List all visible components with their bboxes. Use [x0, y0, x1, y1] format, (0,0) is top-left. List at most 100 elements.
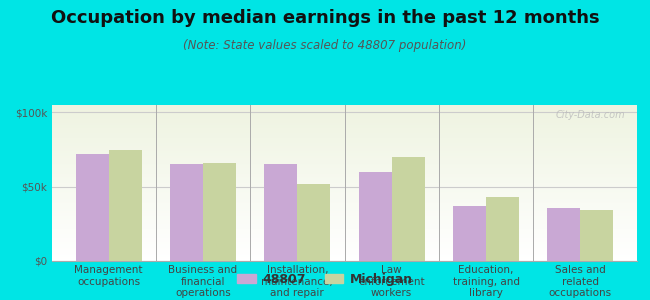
Bar — [52, 210, 637, 211]
Bar — [109, 150, 142, 261]
Bar — [52, 260, 637, 261]
Bar — [52, 208, 637, 209]
Bar — [52, 247, 637, 248]
Bar — [52, 222, 637, 223]
Bar — [52, 173, 637, 174]
Bar — [52, 112, 637, 113]
Bar — [52, 110, 637, 111]
Bar — [52, 144, 637, 145]
Bar — [52, 259, 637, 260]
Bar — [52, 194, 637, 195]
Bar — [453, 206, 486, 261]
Bar — [52, 215, 637, 216]
Bar — [52, 258, 637, 259]
Bar — [52, 240, 637, 241]
Bar — [52, 230, 637, 231]
Legend: 48807, Michigan: 48807, Michigan — [232, 268, 418, 291]
Bar — [52, 120, 637, 121]
Bar — [392, 157, 424, 261]
Bar — [52, 225, 637, 226]
Bar — [52, 151, 637, 152]
Bar — [52, 122, 637, 123]
Bar — [52, 159, 637, 160]
Bar — [52, 246, 637, 247]
Bar — [297, 184, 330, 261]
Bar — [52, 229, 637, 230]
Bar — [52, 121, 637, 122]
Bar — [52, 105, 637, 106]
Bar — [52, 175, 637, 176]
Bar — [52, 250, 637, 251]
Bar — [52, 237, 637, 238]
Bar — [52, 145, 637, 146]
Bar — [52, 160, 637, 161]
Bar — [52, 140, 637, 141]
Bar — [52, 239, 637, 240]
Bar — [52, 171, 637, 172]
Bar — [52, 149, 637, 150]
Bar — [52, 184, 637, 185]
Bar — [52, 177, 637, 178]
Bar — [52, 205, 637, 206]
Bar — [52, 111, 637, 112]
Bar — [52, 245, 637, 246]
Bar — [52, 241, 637, 242]
Bar — [52, 147, 637, 148]
Bar — [52, 232, 637, 233]
Bar — [52, 170, 637, 171]
Bar — [52, 252, 637, 253]
Bar — [52, 218, 637, 219]
Bar — [52, 238, 637, 239]
Bar — [52, 220, 637, 221]
Bar — [52, 189, 637, 190]
Bar — [52, 253, 637, 254]
Bar — [52, 198, 637, 199]
Bar — [52, 139, 637, 140]
Bar — [52, 234, 637, 235]
Bar — [52, 134, 637, 135]
Bar — [52, 124, 637, 125]
Bar — [52, 135, 637, 136]
Bar — [52, 176, 637, 177]
Bar — [52, 164, 637, 165]
Text: (Note: State values scaled to 48807 population): (Note: State values scaled to 48807 popu… — [183, 39, 467, 52]
Bar — [52, 186, 637, 187]
Bar — [52, 248, 637, 249]
Bar — [52, 201, 637, 202]
Bar — [52, 206, 637, 207]
Bar — [52, 204, 637, 205]
Bar — [52, 114, 637, 115]
Bar — [52, 161, 637, 162]
Bar — [52, 167, 637, 168]
Bar — [52, 116, 637, 117]
Bar — [52, 244, 637, 245]
Bar — [52, 113, 637, 114]
Bar — [52, 187, 637, 188]
Bar — [547, 208, 580, 261]
Bar — [52, 148, 637, 149]
Bar — [52, 227, 637, 228]
Bar — [52, 172, 637, 173]
Bar — [52, 190, 637, 191]
Bar — [52, 108, 637, 109]
Bar — [52, 217, 637, 218]
Bar — [52, 178, 637, 179]
Bar — [359, 172, 392, 261]
Bar — [52, 126, 637, 127]
Bar — [52, 254, 637, 255]
Bar — [170, 164, 203, 261]
Bar — [52, 129, 637, 130]
Bar — [75, 154, 109, 261]
Bar — [52, 214, 637, 215]
Bar — [52, 236, 637, 237]
Bar — [52, 150, 637, 151]
Bar — [52, 182, 637, 183]
Bar — [52, 249, 637, 250]
Bar — [52, 196, 637, 197]
Bar — [52, 181, 637, 182]
Bar — [52, 242, 637, 243]
Bar — [52, 188, 637, 189]
Bar — [52, 157, 637, 158]
Bar — [52, 137, 637, 138]
Bar — [52, 128, 637, 129]
